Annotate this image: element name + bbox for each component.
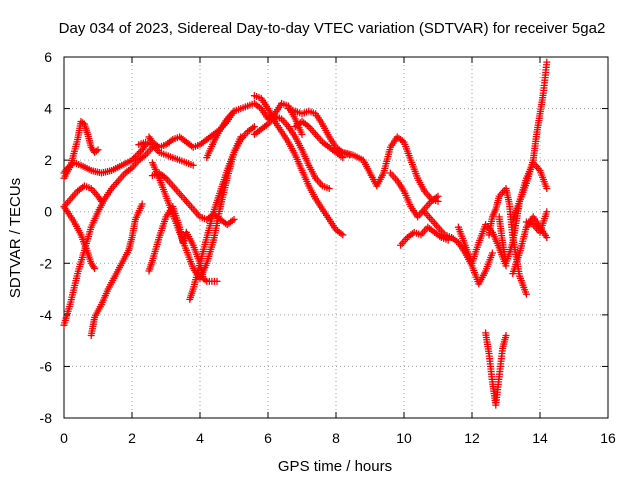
x-tick-label: 6 [264, 430, 272, 446]
chart-title: Day 034 of 2023, Sidereal Day-to-day VTE… [59, 20, 606, 37]
data-point [189, 161, 197, 169]
y-tick-label: 4 [44, 101, 52, 117]
x-axis-title: GPS time / hours [278, 458, 392, 475]
series-track-5 [60, 143, 156, 329]
series-track-20 [397, 223, 452, 249]
y-tick-label: 0 [44, 204, 52, 220]
grid [64, 57, 608, 418]
data-point [502, 331, 510, 339]
data-point [339, 231, 347, 239]
series-track-12 [186, 123, 258, 303]
y-tick-labels: -8 -6 -4 -2 0 2 4 6 [40, 49, 53, 426]
data-point [543, 58, 551, 66]
data-point [250, 123, 258, 131]
x-tick-label: 12 [464, 430, 480, 446]
y-tick-label: -2 [40, 255, 53, 271]
data-points [60, 58, 551, 409]
y-tick-label: 6 [44, 49, 52, 65]
data-point [213, 277, 221, 285]
y-tick-label: -4 [40, 307, 53, 323]
data-point [543, 234, 551, 241]
x-tick-label: 10 [396, 430, 412, 446]
data-point [488, 249, 496, 257]
series-track-6 [87, 200, 146, 339]
x-tick-label: 2 [128, 430, 136, 446]
series-track-16 [284, 105, 354, 159]
data-point [298, 130, 306, 138]
data-point [543, 208, 551, 216]
series-track-23 [482, 329, 510, 409]
series-track-27 [509, 58, 551, 223]
series-track-14 [250, 92, 347, 239]
y-axis-title: SDTVAR / TECUs [7, 178, 24, 298]
y-tick-label: 2 [44, 152, 52, 168]
series-track-18 [339, 133, 442, 205]
series-track-8 [145, 107, 238, 151]
data-point [434, 192, 442, 200]
x-tick-label: 14 [532, 430, 548, 446]
data-point [522, 290, 530, 298]
data-point [94, 146, 102, 154]
x-tick-label: 0 [60, 430, 68, 446]
series-track-15 [250, 112, 333, 193]
data-point [91, 264, 99, 272]
series-track-19 [386, 169, 442, 221]
tick-marks [63, 56, 609, 419]
data-point [230, 215, 238, 223]
series-track-21 [420, 208, 496, 288]
x-tick-label: 8 [332, 430, 340, 446]
data-point [325, 185, 333, 193]
x-tick-label: 16 [600, 430, 616, 446]
data-point [138, 200, 146, 208]
series-track-28 [522, 208, 551, 236]
x-tick-label: 4 [196, 430, 204, 446]
y-tick-label: -6 [40, 358, 53, 374]
y-tick-label: -8 [40, 410, 53, 426]
x-tick-labels: 0 2 4 6 8 10 12 14 16 [60, 430, 616, 446]
data-point [543, 185, 551, 193]
series-track-17 [291, 117, 347, 162]
